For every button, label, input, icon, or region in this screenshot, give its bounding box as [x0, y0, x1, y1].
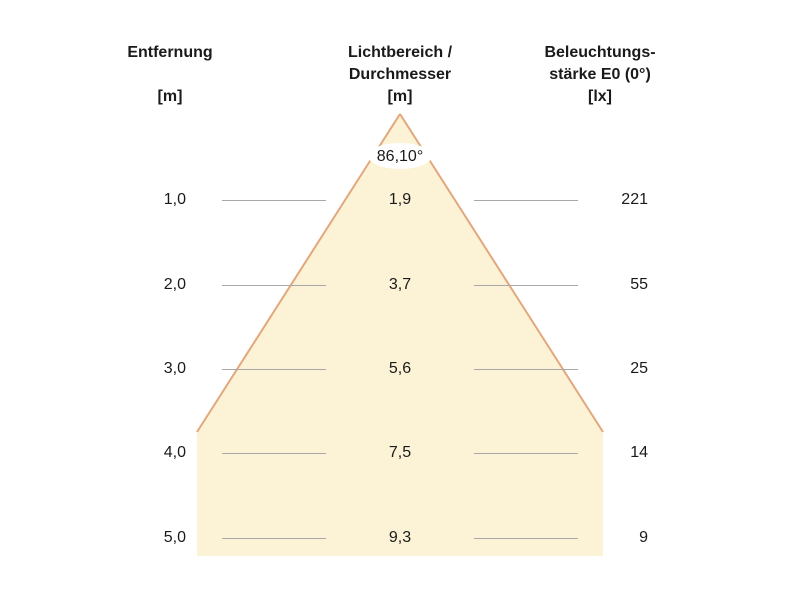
diameter-value: 9,3 — [388, 529, 412, 546]
header-distance-title: Entfernung — [127, 44, 213, 61]
illuminance-value: 221 — [621, 191, 648, 208]
separator-line-right — [474, 200, 578, 201]
light-cone-fill — [197, 114, 603, 556]
diameter-value: 1,9 — [388, 191, 412, 208]
distance-value: 1,0 — [163, 191, 186, 208]
header-illuminance: Beleuchtungs- stärke E0 (0°) [lx] — [520, 42, 680, 108]
distance-value: 5,0 — [163, 529, 186, 546]
separator-line-right — [474, 538, 578, 539]
illuminance-value: 14 — [630, 444, 648, 461]
separator-line-right — [474, 285, 578, 286]
illuminance-value: 25 — [630, 360, 648, 377]
separator-line-right — [474, 369, 578, 370]
separator-line-left — [222, 538, 326, 539]
header-illuminance-unit: [lx] — [588, 88, 612, 105]
separator-line-right — [474, 453, 578, 454]
header-distance: Entfernung [m] — [110, 42, 230, 108]
angle-label-background — [368, 143, 432, 169]
header-distance-unit: [m] — [157, 88, 183, 105]
light-cone-right-edge — [399, 113, 604, 433]
separator-line-left — [222, 453, 326, 454]
header-illuminance-title: Beleuchtungs- — [544, 44, 656, 61]
header-distance-title-2 — [110, 64, 230, 86]
header-illuminance-title-2: stärke E0 (0°) — [549, 66, 651, 83]
distance-value: 3,0 — [163, 360, 186, 377]
diameter-value: 5,6 — [388, 360, 412, 377]
diameter-value: 7,5 — [388, 444, 412, 461]
beam-angle-label: 86,10° — [376, 148, 424, 165]
header-beam-diameter: Lichtbereich / Durchmesser [m] — [320, 42, 480, 108]
diameter-value: 3,7 — [388, 276, 412, 293]
illuminance-value: 9 — [639, 529, 648, 546]
distance-value: 2,0 — [163, 276, 186, 293]
light-cone-left-edge — [196, 113, 401, 433]
separator-line-left — [222, 200, 326, 201]
header-beam-title: Lichtbereich / — [347, 44, 453, 61]
separator-line-left — [222, 369, 326, 370]
illuminance-value: 55 — [630, 276, 648, 293]
header-beam-title-2: Durchmesser — [348, 66, 452, 83]
distance-value: 4,0 — [163, 444, 186, 461]
header-beam-unit: [m] — [387, 88, 413, 105]
separator-line-left — [222, 285, 326, 286]
